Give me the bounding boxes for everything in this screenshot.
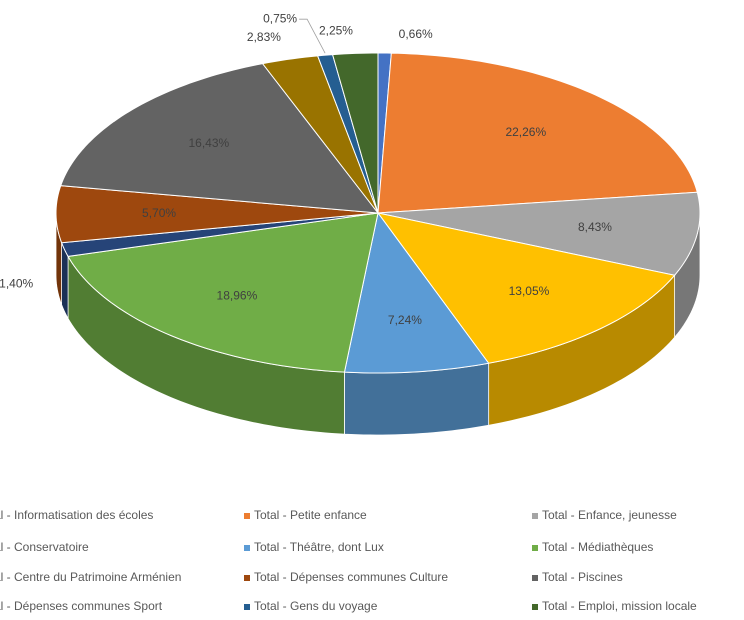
slice: [377, 191, 701, 276]
legend-label: Total - Médiathèques: [542, 540, 653, 554]
legend-swatch: [244, 513, 250, 519]
legend-label: Total - Dépenses communes Culture: [254, 570, 448, 584]
legend-label: Total - Gens du voyage: [254, 599, 378, 613]
data-label: 22,26%: [505, 125, 546, 139]
legend: Total - Informatisation des écoles Total …: [0, 508, 697, 613]
slice: [331, 52, 379, 214]
legend-swatch: [244, 575, 250, 581]
data-label: 16,43%: [188, 136, 229, 150]
data-label: 2,25%: [319, 24, 353, 38]
pie-tops: [55, 52, 701, 374]
legend-label: Total - Petite enfance: [254, 508, 367, 522]
legend-swatch: [244, 545, 250, 551]
legend-label: Total - Centre du Patrimoine Arménien: [0, 570, 181, 584]
legend-label: Total - Piscines: [542, 570, 623, 584]
legend-label: Total - Théâtre, dont Lux: [254, 540, 384, 554]
legend-label: Total - Emploi, mission locale: [542, 599, 697, 613]
leader-line: [299, 18, 326, 54]
data-label: 13,05%: [509, 284, 550, 298]
legend-swatch: [532, 604, 538, 610]
legend-label: Total - Informatisation des écoles: [0, 508, 153, 522]
legend-label: Total - Enfance, jeunesse: [542, 508, 677, 522]
legend-swatch: [532, 545, 538, 551]
slice: [377, 52, 698, 214]
data-label: 18,96%: [217, 288, 258, 302]
data-label: 8,43%: [578, 220, 612, 234]
data-label: 5,70%: [142, 206, 176, 220]
slice: [261, 55, 379, 214]
data-labels: 0,66% 22,26% 8,43% 13,05% 7,24% 18,96% 1,40% 5,…: [0, 11, 612, 327]
slice: [376, 212, 676, 364]
data-label: 2,83%: [247, 30, 281, 44]
slice: [55, 185, 379, 244]
legend-swatch: [532, 575, 538, 581]
slice: [343, 211, 490, 374]
legend-swatch: [244, 604, 250, 610]
slice-side: [344, 362, 490, 436]
data-label: 1,40%: [0, 276, 34, 290]
data-label: 7,24%: [388, 313, 422, 327]
pie-sides: [55, 212, 701, 436]
slice: [60, 63, 380, 214]
data-label: 0,75%: [263, 11, 297, 25]
legend-label: Total - Conservatoire: [0, 540, 89, 554]
legend-label: Total - Dépenses communes Sport: [0, 599, 163, 613]
legend-swatch: [532, 513, 538, 519]
data-label: 0,66%: [399, 27, 433, 41]
slice: [67, 212, 379, 373]
